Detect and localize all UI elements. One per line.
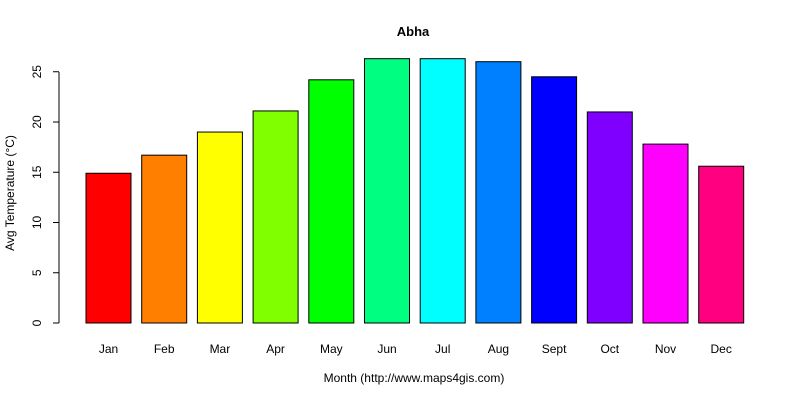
bar-jan [85, 172, 132, 324]
x-tick-label: Dec [711, 342, 732, 356]
x-tick-label: Nov [655, 342, 676, 356]
x-tick-label: Apr [266, 342, 285, 356]
bar-apr [252, 110, 299, 324]
bar-mar [196, 131, 243, 324]
bars [85, 58, 745, 324]
bar-nov [642, 143, 689, 324]
y-tick-label: 15 [30, 165, 44, 179]
bar-aug [475, 61, 522, 324]
x-tick-label: Jul [435, 342, 450, 356]
bar-feb [141, 154, 188, 324]
y-tick-label: 5 [30, 269, 44, 276]
x-tick-label: Mar [210, 342, 231, 356]
x-tick-label: May [320, 342, 343, 356]
x-axis-label: Month (http://www.maps4gis.com) [324, 371, 505, 385]
bar-oct [586, 111, 633, 324]
bar-sept [531, 76, 578, 324]
x-tick-label: Jan [99, 342, 118, 356]
x-tick-labels: Jan Feb Mar Apr May Jun Jul Aug Sept Oct Nov Dec [99, 342, 732, 356]
bar-may [308, 79, 355, 324]
x-tick-label: Feb [154, 342, 175, 356]
y-axis-label: Avg Temperature (°C) [3, 135, 17, 251]
x-tick-label: Aug [488, 342, 509, 356]
chart-title: Abha [397, 24, 430, 39]
y-tick-label: 25 [30, 65, 44, 79]
y-tick-label: 0 [30, 319, 44, 326]
bar-dec [698, 165, 745, 324]
bar-jun [364, 58, 410, 324]
x-tick-label: Oct [600, 342, 619, 356]
y-axis: 0 5 10 15 20 25 [30, 65, 60, 326]
y-tick-label: 10 [30, 216, 44, 230]
x-tick-label: Jun [377, 342, 396, 356]
bar-jul [419, 58, 466, 324]
y-tick-label: 20 [30, 115, 44, 129]
x-tick-label: Sept [542, 342, 567, 356]
